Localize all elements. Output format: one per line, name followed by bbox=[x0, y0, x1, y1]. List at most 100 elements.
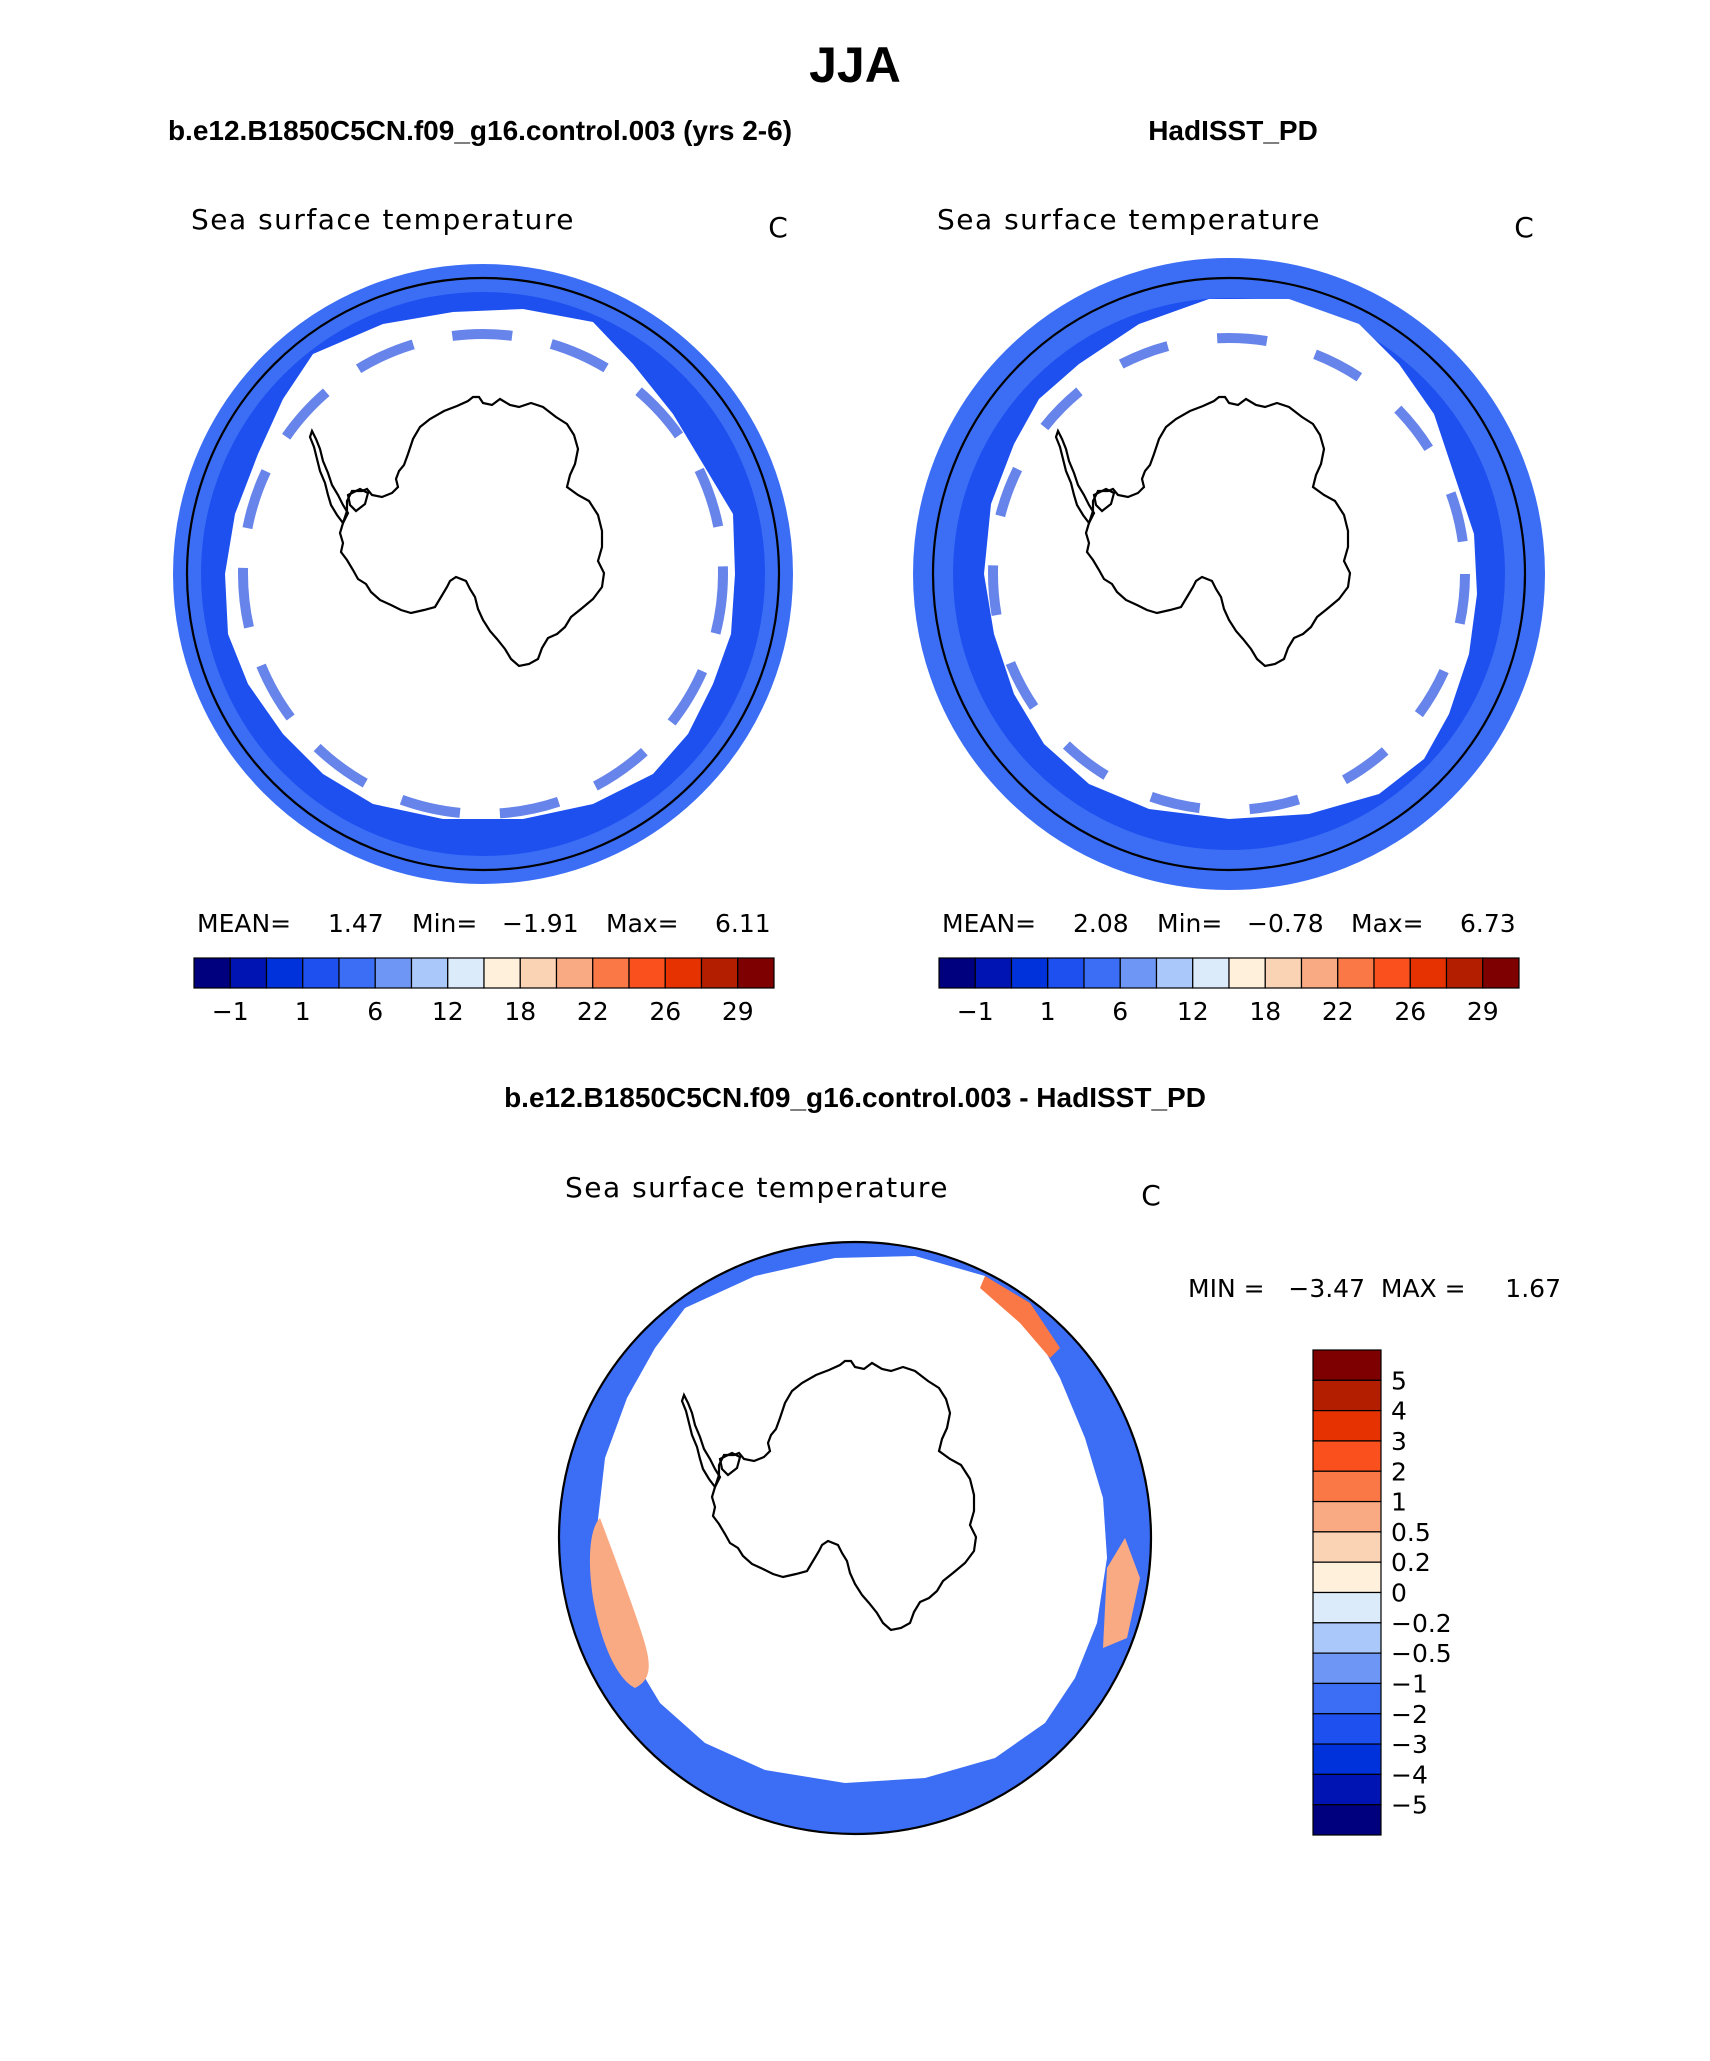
colorbar-swatch bbox=[1300, 957, 1339, 989]
panel-obs-map bbox=[913, 258, 1545, 890]
colorbar-tick-label: −3 bbox=[1391, 1730, 1428, 1759]
colorbar-swatch bbox=[1312, 1773, 1382, 1806]
panel-obs: HadISST_PD Sea surface temperature C MEA… bbox=[913, 115, 1545, 1026]
colorbar-swatch bbox=[1409, 957, 1448, 989]
colorbar-swatch bbox=[700, 957, 739, 989]
colorbar-swatch bbox=[1312, 1379, 1382, 1412]
colorbar-swatch bbox=[302, 957, 340, 989]
colorbar-swatch bbox=[519, 957, 558, 989]
panel-obs-colorbar: −1 1 6 12 18 22 26 29 bbox=[938, 957, 1520, 1026]
colorbar-swatch bbox=[1482, 957, 1520, 989]
colorbar-swatch bbox=[1312, 1743, 1382, 1775]
colorbar-swatch bbox=[338, 957, 376, 989]
colorbar-swatch bbox=[1312, 1622, 1382, 1654]
colorbar-tick-label: 1 bbox=[295, 997, 311, 1026]
colorbar-tick-label: −1 bbox=[212, 997, 249, 1026]
colorbar-tick-label: 26 bbox=[649, 997, 681, 1026]
dark-edge bbox=[988, 333, 1470, 815]
colorbar-tick-label: 6 bbox=[1112, 997, 1128, 1026]
colorbar-swatch bbox=[1119, 957, 1158, 989]
colorbar-tick-label: 22 bbox=[1322, 997, 1354, 1026]
colorbar-tick-label: −4 bbox=[1391, 1760, 1428, 1789]
colorbar-tick-label: 18 bbox=[504, 997, 536, 1026]
colorbar-tick-label: 0 bbox=[1391, 1579, 1407, 1608]
colorbar-swatch bbox=[1312, 1804, 1382, 1836]
colorbar-tick-label: 1 bbox=[1391, 1488, 1407, 1517]
panel-model-map bbox=[173, 264, 793, 884]
panel-diff-units: C bbox=[1141, 1179, 1161, 1212]
colorbar-tick-label: 4 bbox=[1391, 1397, 1407, 1426]
colorbar-swatch bbox=[1010, 957, 1049, 989]
colorbar-tick-label: −2 bbox=[1391, 1700, 1428, 1729]
colorbar-tick-label: 22 bbox=[577, 997, 609, 1026]
panel-model-mean-label: MEAN= bbox=[197, 909, 291, 938]
panel-model-mean: 1.47 bbox=[328, 909, 384, 938]
colorbar-tick-label: −0.5 bbox=[1391, 1639, 1452, 1668]
colorbar-tick-label: 18 bbox=[1249, 997, 1281, 1026]
colorbar-swatch bbox=[592, 957, 630, 989]
colorbar-swatch bbox=[265, 957, 304, 989]
panel-obs-mean-label: MEAN= bbox=[942, 909, 1036, 938]
colorbar-swatch bbox=[1155, 957, 1194, 989]
panel-obs-min: −0.78 bbox=[1247, 909, 1324, 938]
colorbar-swatch bbox=[1192, 957, 1230, 989]
colorbar-tick-label: 5 bbox=[1391, 1366, 1407, 1395]
warm-anomaly-east bbox=[1103, 1538, 1140, 1648]
colorbar-swatch bbox=[1083, 957, 1121, 989]
colorbar-swatch bbox=[1047, 957, 1085, 989]
panel-model-colorbar: −1 1 6 12 18 22 26 29 bbox=[193, 957, 775, 1026]
colorbar-swatch bbox=[1264, 957, 1303, 989]
sea-ice-mask bbox=[984, 299, 1477, 819]
panel-obs-subtitle: Sea surface temperature bbox=[937, 203, 1321, 236]
colorbar-swatch bbox=[555, 957, 594, 989]
panel-model-subtitle: Sea surface temperature bbox=[191, 203, 575, 236]
panel-model-max-label: Max= bbox=[606, 909, 679, 938]
colorbar-swatch bbox=[1312, 1652, 1382, 1685]
colorbar-tick-label: 29 bbox=[1467, 997, 1499, 1026]
colorbar-swatch bbox=[193, 957, 231, 989]
dark-edge bbox=[238, 329, 728, 819]
colorbar-swatch bbox=[1312, 1531, 1382, 1563]
globe-outline bbox=[557, 1240, 1153, 1836]
colorbar-swatch bbox=[1312, 1500, 1382, 1533]
main-title: JJA bbox=[809, 37, 901, 93]
colorbar-tick-label: 1 bbox=[1040, 997, 1056, 1026]
panel-obs-units: C bbox=[1514, 211, 1534, 244]
colorbar-swatch bbox=[1312, 1682, 1382, 1715]
colorbar-swatch bbox=[229, 957, 268, 989]
panel-diff-subtitle: Sea surface temperature bbox=[565, 1171, 949, 1204]
colorbar-tick-label: −0.2 bbox=[1391, 1609, 1452, 1638]
colorbar-swatch bbox=[1312, 1440, 1382, 1472]
panel-model: b.e12.B1850C5CN.f09_g16.control.003 (yrs… bbox=[168, 115, 793, 1026]
colorbar-swatch bbox=[938, 957, 976, 989]
colorbar-tick-label: 29 bbox=[722, 997, 754, 1026]
colorbar-tick-label: 12 bbox=[432, 997, 464, 1026]
colorbar-tick-label: 3 bbox=[1391, 1427, 1407, 1456]
colorbar-tick-label: −1 bbox=[957, 997, 994, 1026]
sea-ice-mask bbox=[225, 309, 735, 819]
globe-outline bbox=[931, 276, 1527, 872]
colorbar-tick-label: −5 bbox=[1391, 1791, 1428, 1820]
panel-diff-minmax: MIN = −3.47 MAX = 1.67 bbox=[1188, 1274, 1561, 1303]
panel-obs-min-label: Min= bbox=[1157, 909, 1222, 938]
panel-obs-max-label: Max= bbox=[1351, 909, 1424, 938]
panel-obs-header: HadISST_PD bbox=[1148, 115, 1318, 146]
panel-diff-map bbox=[557, 1240, 1153, 1836]
panel-model-min-label: Min= bbox=[412, 909, 477, 938]
colorbar-swatch bbox=[1312, 1561, 1382, 1594]
panel-model-units: C bbox=[768, 211, 788, 244]
colorbar-swatch bbox=[628, 957, 666, 989]
colorbar-swatch bbox=[447, 957, 485, 989]
colorbar-swatch bbox=[1312, 1410, 1382, 1442]
sea-ice-mask bbox=[597, 1256, 1107, 1783]
colorbar-tick-label: 0.2 bbox=[1391, 1548, 1431, 1577]
globe-outline bbox=[185, 276, 781, 872]
colorbar-tick-label: 6 bbox=[367, 997, 383, 1026]
colorbar-swatch bbox=[483, 957, 521, 989]
colorbar-swatch bbox=[410, 957, 449, 989]
colorbar-tick-label: −1 bbox=[1391, 1669, 1428, 1698]
warm-anomaly-northeast bbox=[980, 1276, 1060, 1358]
colorbar-swatch bbox=[1312, 1713, 1382, 1745]
panel-obs-mean: 2.08 bbox=[1073, 909, 1129, 938]
